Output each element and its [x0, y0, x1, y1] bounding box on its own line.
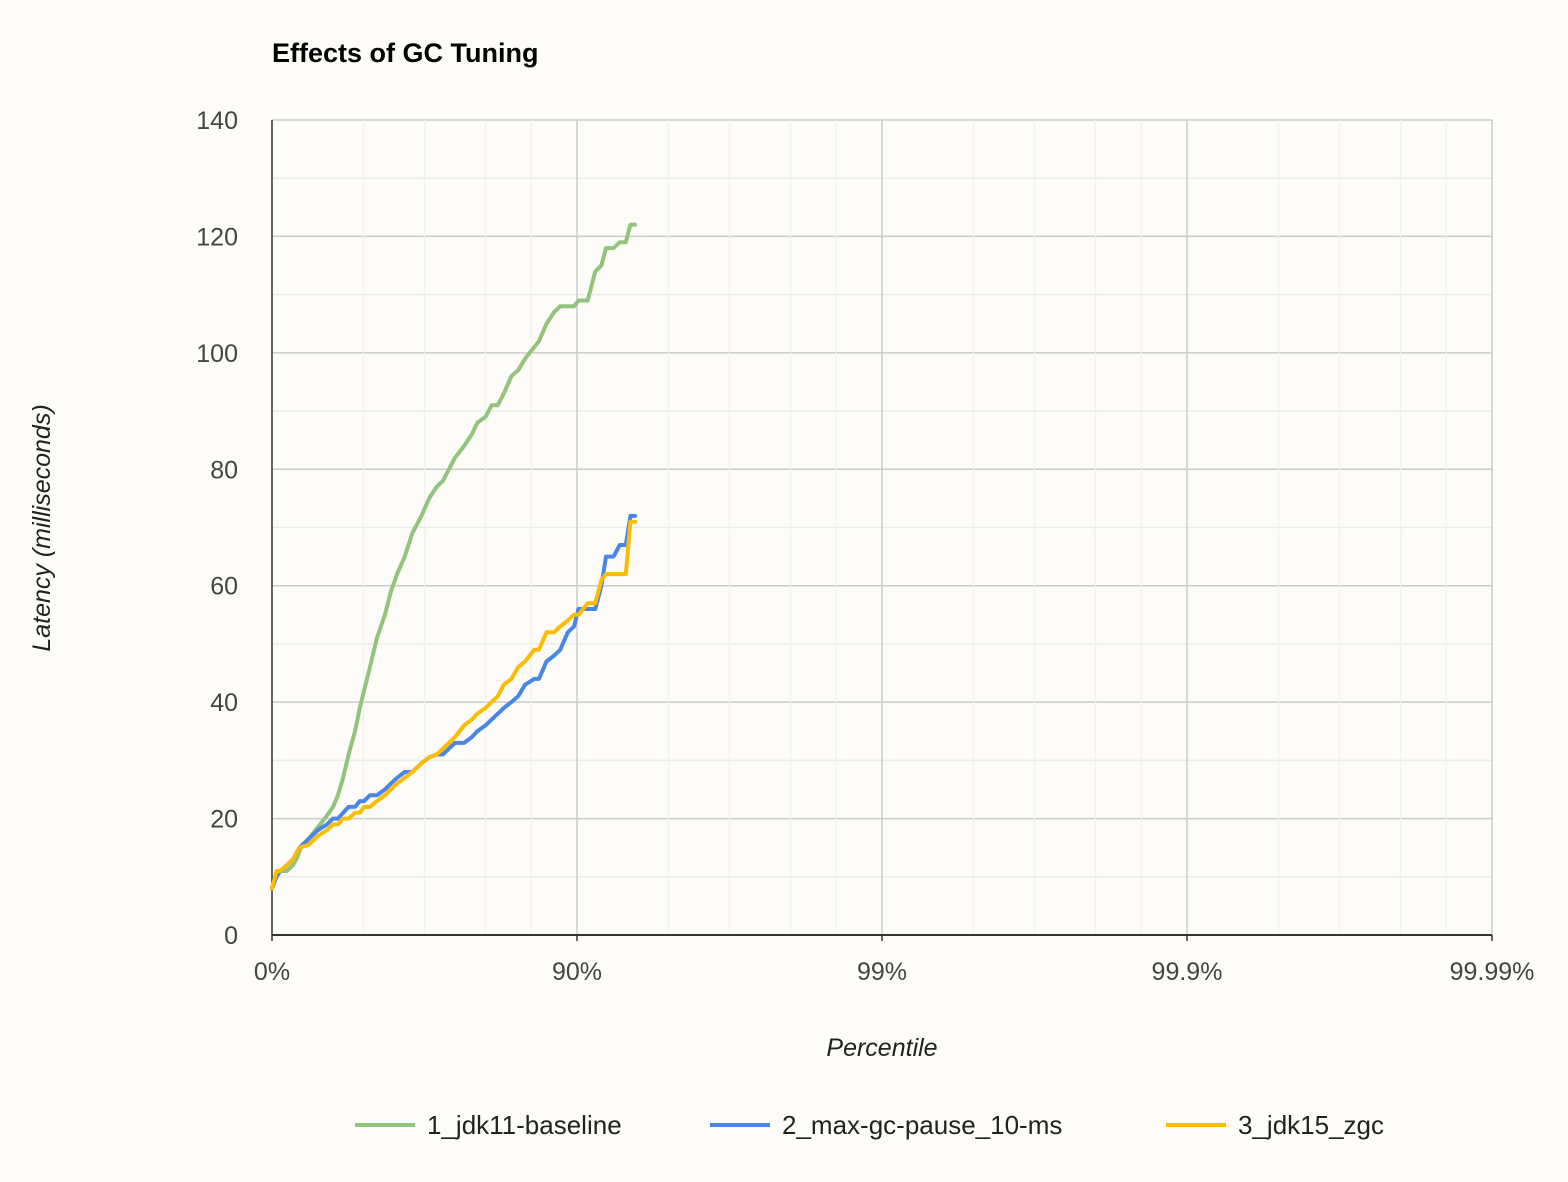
- axes: [271, 120, 1493, 941]
- y-tick-label: 100: [196, 340, 238, 368]
- y-tick-label: 80: [210, 456, 238, 484]
- series-line-3: [270, 519, 637, 891]
- x-tick-label: 0%: [254, 958, 290, 986]
- series-lines: [270, 222, 637, 891]
- x-axis-title: Percentile: [826, 1034, 937, 1062]
- y-axis-title: Latency (milliseconds): [28, 404, 56, 651]
- legend-label: 1_jdk11-baseline: [427, 1110, 622, 1140]
- x-tick-label: 99.9%: [1152, 958, 1223, 986]
- x-tick-label: 99.99%: [1450, 958, 1535, 986]
- grid: [272, 119, 1493, 935]
- y-tick-label: 40: [210, 689, 238, 717]
- y-tick-label: 60: [210, 573, 238, 601]
- legend: 1_jdk11-baseline 2_max-gc-pause_10-ms 3_jd…: [355, 1110, 1384, 1140]
- tick-labels: 0 20 40 60 80 100 120 140 0% 90% 99% 99.9% 99.99%: [196, 107, 1534, 986]
- y-tick-label: 140: [196, 107, 238, 135]
- chart-title: Effects of GC Tuning: [272, 38, 538, 68]
- y-tick-label: 0: [224, 922, 238, 950]
- legend-label: 3_jdk15_zgc: [1238, 1110, 1384, 1140]
- series-line-2: [270, 513, 637, 891]
- y-tick-label: 20: [210, 806, 238, 834]
- legend-label: 2_max-gc-pause_10-ms: [782, 1110, 1062, 1140]
- x-tick-label: 90%: [552, 958, 602, 986]
- series-line-1: [270, 222, 637, 891]
- x-tick-label: 99%: [857, 958, 907, 986]
- y-tick-label: 120: [196, 223, 238, 251]
